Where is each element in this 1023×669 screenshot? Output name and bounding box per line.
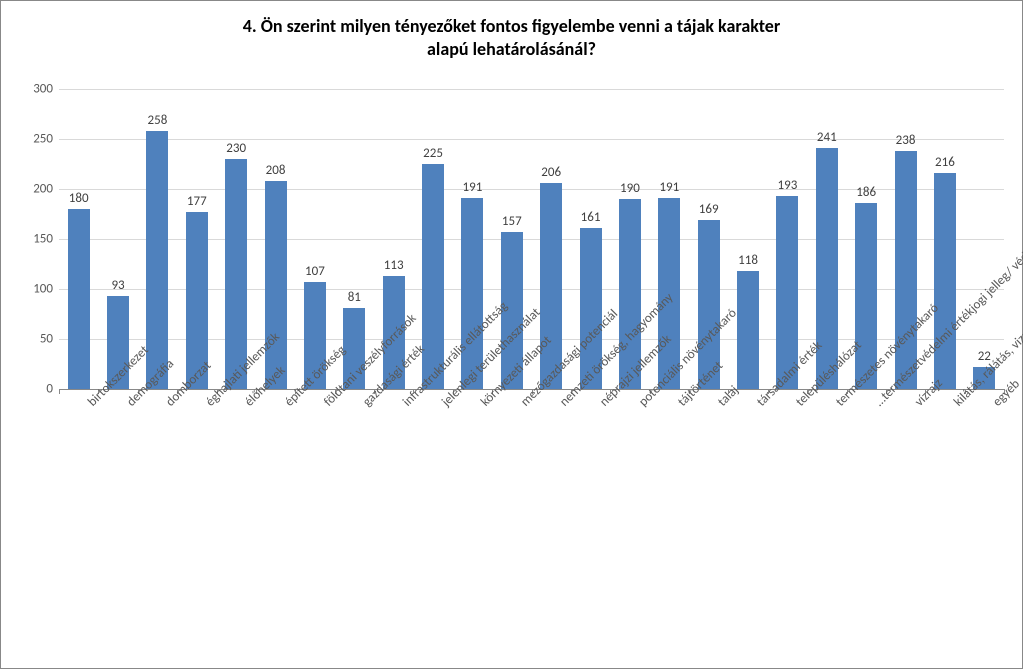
bar-value-label: 190 xyxy=(620,181,640,196)
bar-value-label: 208 xyxy=(266,163,286,178)
bar-value-label: 230 xyxy=(226,141,246,156)
bar: 225 xyxy=(422,164,444,389)
bar-value-label: 193 xyxy=(778,178,798,193)
y-tick-label: 100 xyxy=(1,282,53,297)
chart-title-line2: alapú lehatárolásánál? xyxy=(427,38,596,60)
bar-value-label: 113 xyxy=(384,258,404,273)
bar-value-label: 169 xyxy=(699,202,719,217)
bar-value-label: 191 xyxy=(463,180,483,195)
bar-value-label: 225 xyxy=(423,146,443,161)
bar-value-label: 191 xyxy=(659,180,679,195)
bar-value-label: 241 xyxy=(817,130,837,145)
bar-value-label: 180 xyxy=(69,191,89,206)
bar-value-label: 107 xyxy=(305,264,325,279)
bar: 118 xyxy=(737,271,759,389)
bar: 216 xyxy=(934,173,956,389)
bar: 180 xyxy=(68,209,90,389)
bar-chart: 4. Ön szerint milyen tényezőket fontos f… xyxy=(0,0,1023,669)
bar-value-label: 93 xyxy=(111,278,124,293)
bar-value-label: 161 xyxy=(581,210,601,225)
y-tick-label: 200 xyxy=(1,182,53,197)
bar-value-label: 216 xyxy=(935,155,955,170)
bar-value-label: 81 xyxy=(348,290,361,305)
y-tick-label: 50 xyxy=(1,332,53,347)
bar: 230 xyxy=(225,159,247,389)
bar-value-label: 157 xyxy=(502,214,522,229)
y-tick-label: 150 xyxy=(1,232,53,247)
chart-title-line1: 4. Ön szerint milyen tényezőket fontos f… xyxy=(243,15,781,37)
y-tick-label: 0 xyxy=(1,382,53,397)
y-tick-label: 300 xyxy=(1,82,53,97)
bar-value-label: 206 xyxy=(541,165,561,180)
chart-title: 4. Ön szerint milyen tényezőket fontos f… xyxy=(1,1,1022,60)
bar-value-label: 118 xyxy=(738,253,758,268)
bar-value-label: 186 xyxy=(856,185,876,200)
bar: 208 xyxy=(265,181,287,389)
x-axis-labels: birtokszerkezetdemográfiadomborzatéghajl… xyxy=(59,393,1004,653)
bar-value-label: 177 xyxy=(187,194,207,209)
y-tick-label: 250 xyxy=(1,132,53,147)
bar-value-label: 258 xyxy=(148,113,168,128)
bar-value-label: 238 xyxy=(896,133,916,148)
bar: 258 xyxy=(146,131,168,389)
